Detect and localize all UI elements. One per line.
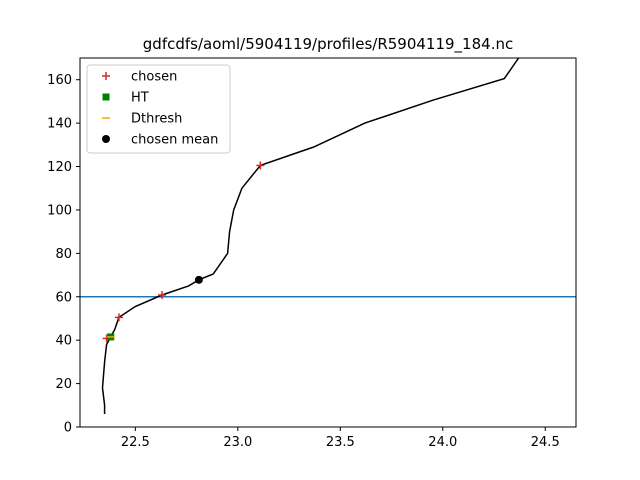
- marker-chosen-mean-0: [194, 275, 203, 284]
- legend-marker-chosen: [102, 72, 110, 80]
- x-tick-label-2: 23.5: [326, 435, 355, 450]
- plot-frame: [79, 57, 577, 428]
- x-tick-label-3: 24.0: [428, 435, 457, 450]
- legend-label-Dthresh: Dthresh: [131, 112, 182, 127]
- legend-label-HT: HT: [131, 91, 149, 106]
- legend-marker-chosen-mean: [102, 135, 110, 143]
- marker-chosen-3: [256, 161, 265, 170]
- legend-label-chosen-mean: chosen mean: [131, 133, 218, 148]
- chart-title: gdfcdfs/aoml/5904119/profiles/R5904119_1…: [143, 35, 513, 54]
- legend-marker-HT: [102, 93, 110, 101]
- plot-area: [80, 58, 576, 414]
- axes: 22.5 23.0 23.5 24.0 24.5 0 20 40 60 80 100 120 140 16…: [47, 73, 560, 450]
- x-tick-label-0: 22.5: [121, 435, 150, 450]
- x-tick-label-1: 23.0: [223, 435, 252, 450]
- x-tick-label-4: 24.5: [531, 435, 560, 450]
- y-tick-label-4: 80: [55, 247, 72, 262]
- profile-line: [101, 58, 520, 414]
- y-tick-label-1: 20: [55, 377, 72, 392]
- y-tick-label-7: 140: [47, 117, 72, 132]
- y-tick-label-5: 100: [47, 203, 72, 218]
- legend-box: [86, 64, 231, 154]
- y-tick-label-6: 120: [47, 160, 72, 175]
- marker-chosen-1: [114, 313, 123, 322]
- y-tick-label-8: 160: [47, 73, 72, 88]
- legend: chosen HT Dthresh chosen mean: [86, 64, 231, 154]
- y-tick-label-3: 60: [55, 290, 72, 305]
- marker-chosen-2: [157, 291, 166, 300]
- legend-label-chosen: chosen: [131, 70, 177, 85]
- y-tick-label-2: 40: [55, 334, 72, 349]
- y-tick-label-0: 0: [64, 421, 72, 436]
